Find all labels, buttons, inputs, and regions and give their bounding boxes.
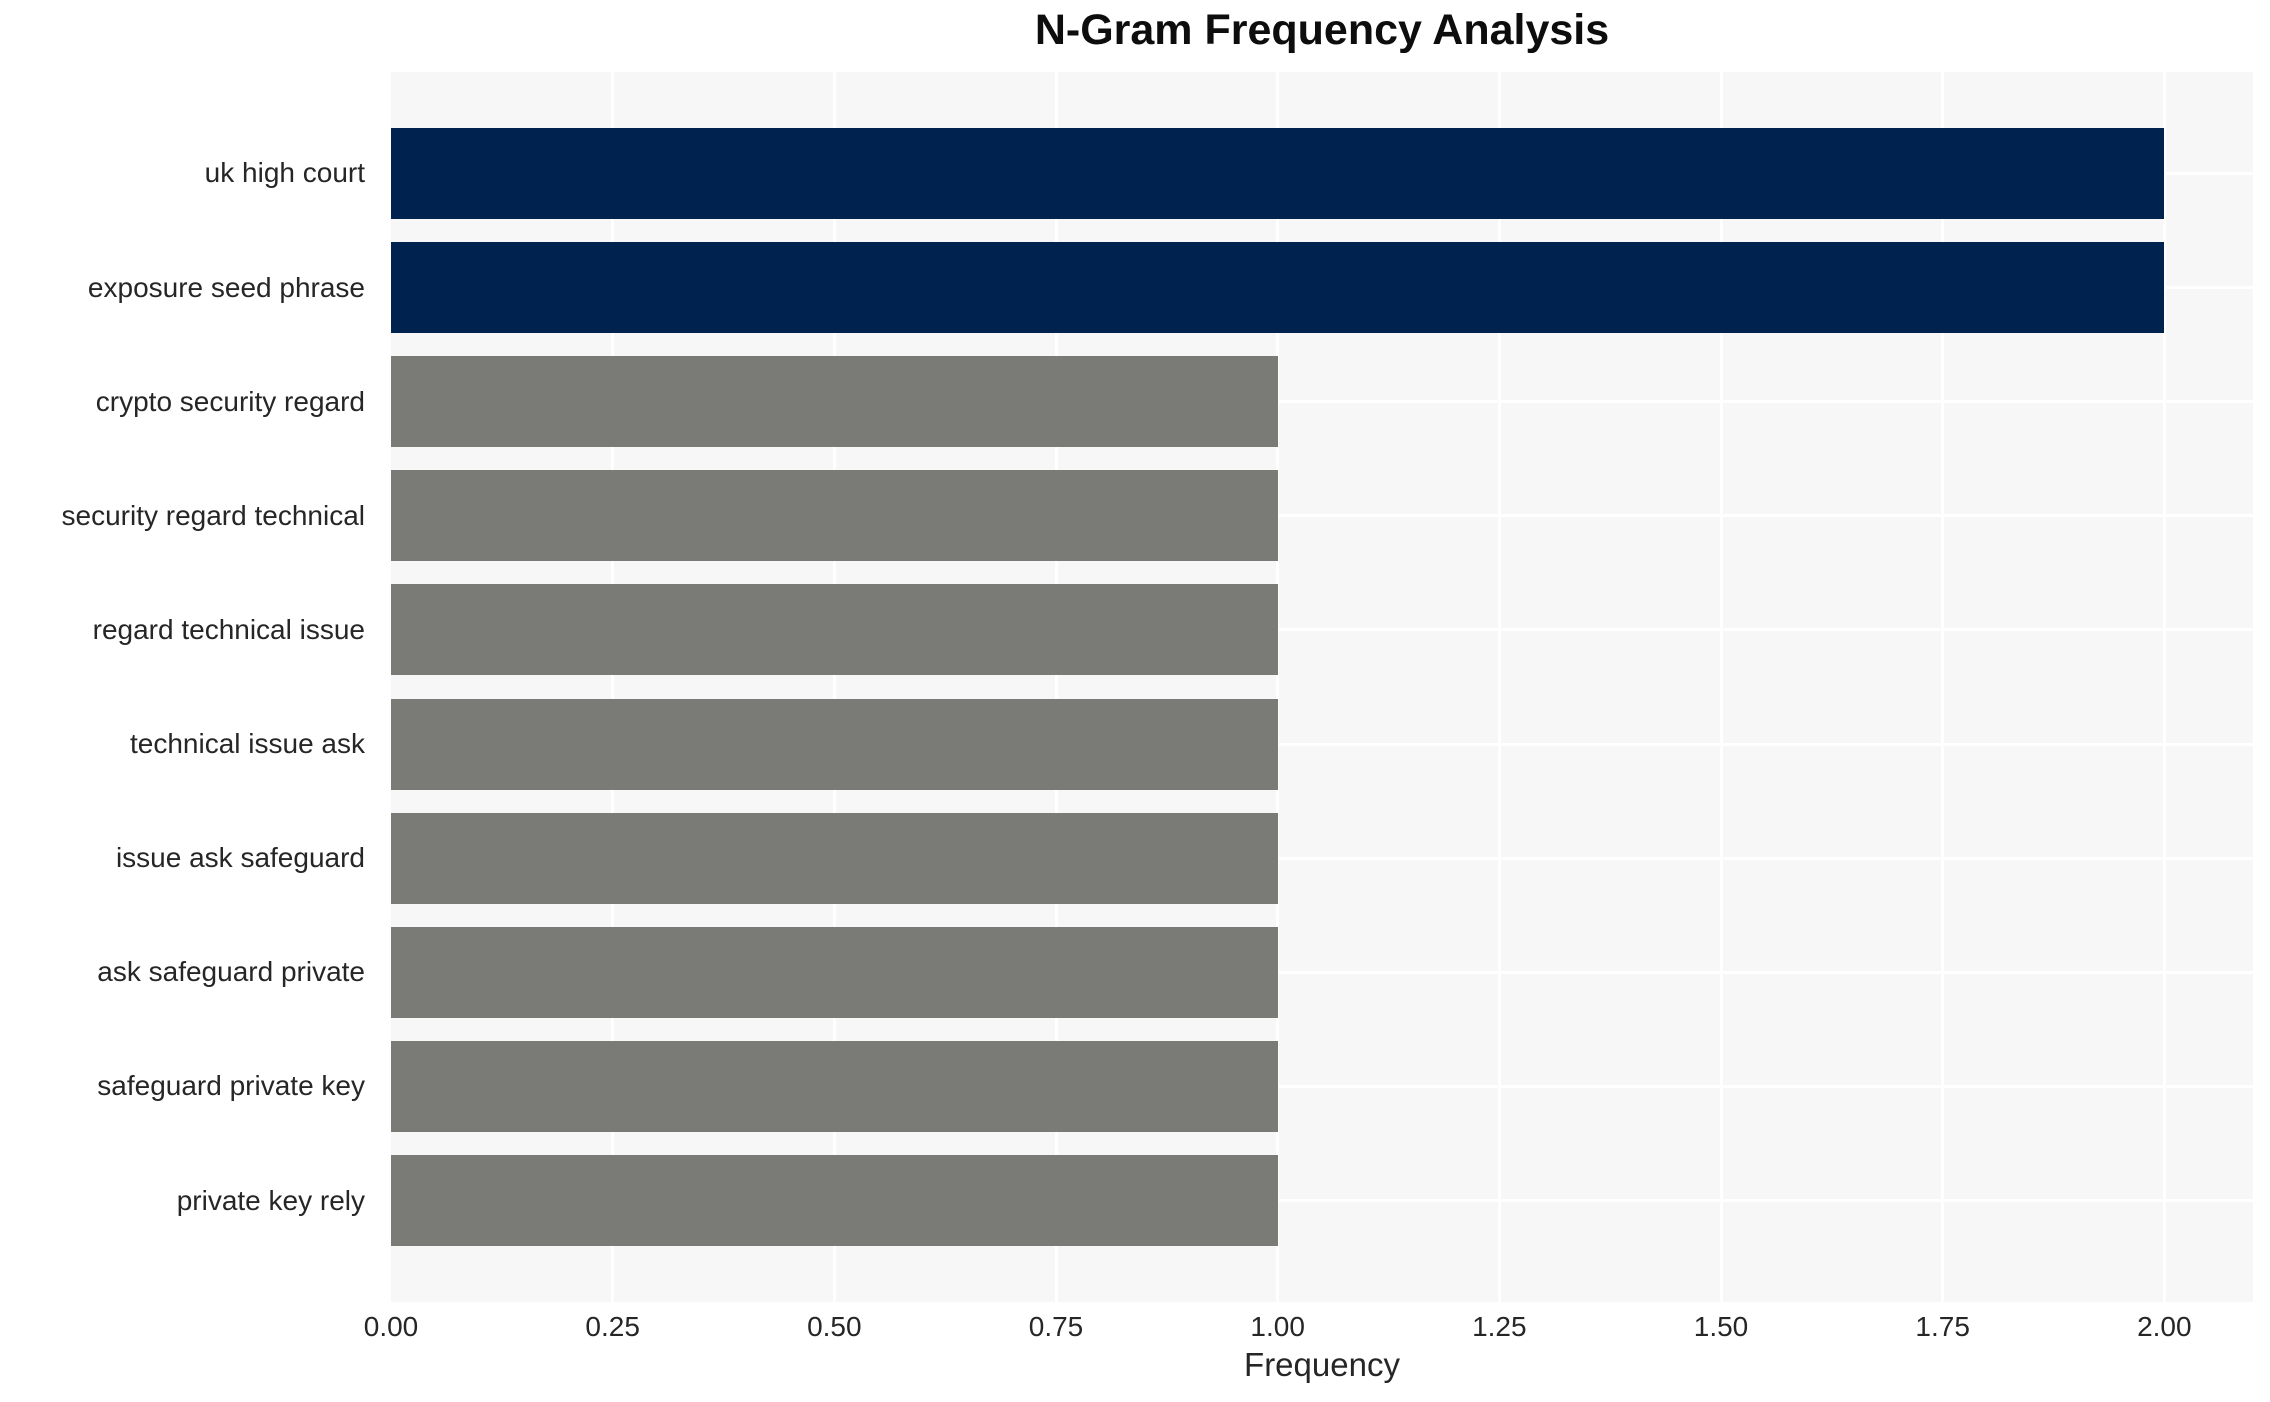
y-tick-label: exposure seed phrase (87, 271, 365, 303)
x-gridline (1719, 72, 1723, 1302)
bar-uk-high-court (391, 127, 2165, 219)
y-tick-label: security regard technical (61, 499, 365, 531)
bar-security-regard-technical (391, 470, 1278, 562)
bar-private-key-rely (391, 1155, 1278, 1247)
y-gridline (391, 742, 2253, 746)
y-gridline (391, 1199, 2253, 1203)
y-tick-label: private key rely (176, 1184, 365, 1216)
x-tick-label: 0.75 (1028, 1311, 1084, 1342)
y-tick-label: regard technical issue (92, 613, 365, 645)
x-gridline (1276, 72, 1280, 1302)
x-tick-label: 1.25 (1472, 1311, 1527, 1342)
y-tick-label: uk high court (204, 157, 365, 189)
bar-regard-technical-issue (391, 584, 1278, 676)
x-tick-label: 2.00 (2137, 1311, 2192, 1342)
x-gridline (1941, 72, 1945, 1302)
y-tick-label: ask safeguard private (97, 956, 365, 988)
x-tick-label: 0.50 (807, 1311, 862, 1342)
x-gridline (1497, 72, 1501, 1302)
x-gridline (611, 72, 615, 1302)
x-tick-label: 0.00 (363, 1311, 419, 1342)
x-gridline (832, 72, 836, 1302)
x-tick-label: 0.25 (585, 1311, 640, 1342)
y-gridline (391, 970, 2253, 974)
y-axis-labels: uk high court exposure seed phrase crypto … (0, 72, 378, 1302)
y-gridline (391, 400, 2253, 404)
y-tick-label: crypto security regard (95, 385, 365, 417)
y-gridline (391, 856, 2253, 860)
x-gridline (2162, 72, 2166, 1302)
x-tick-label: 1.00 (1250, 1311, 1305, 1342)
y-gridline (391, 1084, 2253, 1088)
y-tick-label: issue ask safeguard (115, 842, 365, 874)
bar-issue-ask-safeguard (391, 812, 1278, 904)
chart-title: N-Gram Frequency Analysis (1034, 6, 1610, 54)
plot-area (391, 72, 2253, 1302)
x-gridline (1054, 72, 1058, 1302)
x-axis-label: Frequency (1244, 1346, 1400, 1383)
bar-exposure-seed-phrase (391, 242, 2165, 334)
x-tick-label: 1.50 (1693, 1311, 1749, 1342)
bar-safeguard-private-key (391, 1040, 1278, 1132)
y-gridline (391, 514, 2253, 518)
bar-ask-safeguard-private (391, 926, 1278, 1018)
bar-technical-issue-ask (391, 698, 1278, 790)
bar-crypto-security-regard (391, 356, 1278, 448)
y-tick-label: technical issue ask (129, 728, 365, 760)
y-tick-label: safeguard private key (97, 1070, 365, 1102)
y-gridline (391, 628, 2253, 632)
x-tick-label: 1.75 (1915, 1311, 1970, 1342)
